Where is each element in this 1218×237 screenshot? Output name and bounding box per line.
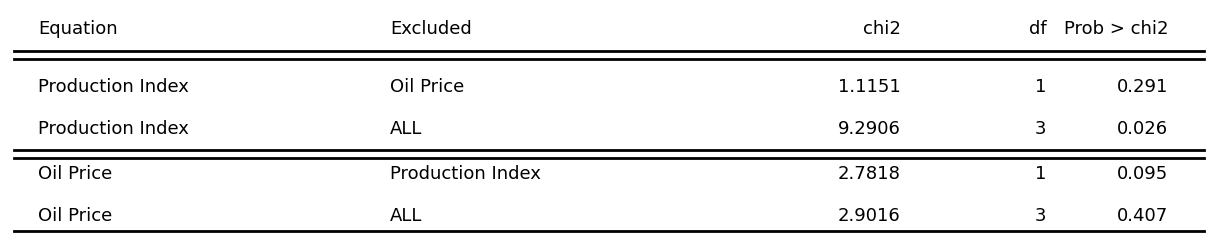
Text: 3: 3 [1035,120,1046,138]
Text: chi2: chi2 [862,20,900,38]
Text: 0.291: 0.291 [1117,78,1168,96]
Text: 1: 1 [1035,78,1046,96]
Text: Excluded: Excluded [390,20,473,38]
Text: Production Index: Production Index [390,164,541,182]
Text: 9.2906: 9.2906 [838,120,900,138]
Text: Oil Price: Oil Price [38,164,112,182]
Text: Prob > chi2: Prob > chi2 [1063,20,1168,38]
Text: 0.095: 0.095 [1117,164,1168,182]
Text: 1: 1 [1035,164,1046,182]
Text: 1.1151: 1.1151 [838,78,900,96]
Text: Production Index: Production Index [38,78,189,96]
Text: df: df [1029,20,1046,38]
Text: 2.9016: 2.9016 [838,207,900,225]
Text: Oil Price: Oil Price [390,78,464,96]
Text: Equation: Equation [38,20,117,38]
Text: ALL: ALL [390,207,423,225]
Text: Production Index: Production Index [38,120,189,138]
Text: 0.407: 0.407 [1117,207,1168,225]
Text: ALL: ALL [390,120,423,138]
Text: 0.026: 0.026 [1117,120,1168,138]
Text: Oil Price: Oil Price [38,207,112,225]
Text: 2.7818: 2.7818 [838,164,900,182]
Text: 3: 3 [1035,207,1046,225]
